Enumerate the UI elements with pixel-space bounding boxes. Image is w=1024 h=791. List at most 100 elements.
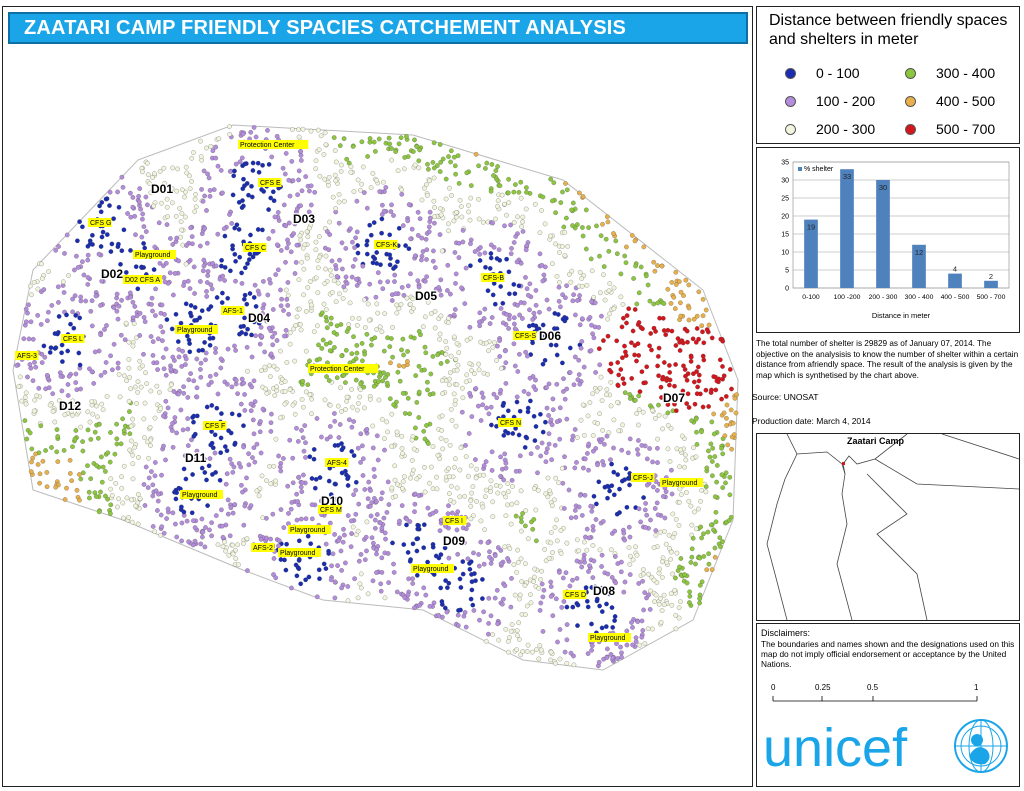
svg-text:CFS G: CFS G xyxy=(90,220,111,227)
legend-swatch xyxy=(905,95,916,107)
legend-swatch xyxy=(785,67,796,79)
district-label-d02: D02 xyxy=(101,267,123,281)
legend-title: Distance between friendly spaces and she… xyxy=(769,12,1008,48)
facility-label[interactable]: Protection Center xyxy=(238,140,309,149)
district-label-d01: D01 xyxy=(151,182,173,196)
y-tick-label: 15 xyxy=(781,232,789,239)
district-label-d07: D07 xyxy=(663,391,685,405)
legend-swatch xyxy=(905,123,916,135)
bar xyxy=(840,169,854,288)
facility-label[interactable]: CFS D xyxy=(563,590,587,599)
legend-item-300-400: 300 - 400 xyxy=(905,65,995,81)
facility-label[interactable]: D02 CFS A xyxy=(123,275,163,284)
data-label: 4 xyxy=(953,265,957,274)
facility-label[interactable]: CFS-K xyxy=(374,240,398,249)
facility-label[interactable]: Playground xyxy=(660,478,703,487)
svg-text:Playground: Playground xyxy=(413,566,449,573)
svg-text:AFS-3: AFS-3 xyxy=(17,353,37,360)
facility-label[interactable]: AFS-1 xyxy=(221,306,245,315)
bar-chart: 0 5 10 15 20 25 30 35 19 0-100 33 100 -200 30 200 - 3… xyxy=(781,160,1010,320)
svg-text:Playground: Playground xyxy=(662,480,698,487)
svg-text:CFS C: CFS C xyxy=(245,245,266,252)
svg-text:D02 CFS A: D02 CFS A xyxy=(125,277,160,284)
analysis-notes: The total number of shelter is 29829 as … xyxy=(756,339,1019,380)
facility-label[interactable]: Protection Center xyxy=(308,364,379,373)
y-tick-label: 25 xyxy=(781,196,789,203)
facility-label[interactable]: CFS G xyxy=(88,218,112,227)
disclaimer-text: The boundaries and names shown and the d… xyxy=(761,639,1015,669)
facility-label[interactable]: AFS-4 xyxy=(325,458,349,467)
svg-text:CFS F: CFS F xyxy=(205,423,225,430)
unicef-logo: unicef xyxy=(763,718,1008,778)
x-tick-label: 400 - 500 xyxy=(941,294,970,301)
district-label-d09: D09 xyxy=(443,534,465,548)
disclaimer-title: Disclaimers: xyxy=(761,628,811,638)
facility-label[interactable]: Playground xyxy=(288,525,331,534)
svg-text:Playground: Playground xyxy=(135,252,171,259)
scale-tick-label: 0 xyxy=(771,683,776,692)
svg-text:CFS D: CFS D xyxy=(565,592,586,599)
facility-label[interactable]: CFS-J xyxy=(631,473,655,482)
inset-map xyxy=(766,434,1019,620)
bar xyxy=(804,219,818,288)
x-tick-label: 0-100 xyxy=(802,294,820,301)
x-tick-label: 100 -200 xyxy=(834,294,861,301)
legend-item-500-700: 500 - 700 xyxy=(905,121,995,137)
facility-label[interactable]: Playground xyxy=(133,250,176,259)
legend-swatch xyxy=(785,95,796,107)
svg-text:CFS L: CFS L xyxy=(63,336,83,343)
x-tick-label: 200 - 300 xyxy=(869,294,898,301)
facility-label[interactable]: CFS F xyxy=(203,421,227,430)
facility-label[interactable]: Playground xyxy=(278,548,321,557)
facility-label[interactable]: CFS N xyxy=(498,418,522,427)
facility-label[interactable]: CFS L xyxy=(61,334,85,343)
facility-label[interactable]: CFS E xyxy=(258,178,282,187)
legend-panel: Distance between friendly spaces and she… xyxy=(756,6,1020,144)
legend-item-0-100: 0 - 100 xyxy=(785,65,860,81)
svg-text:Playground: Playground xyxy=(177,327,213,334)
legend-label: 500 - 700 xyxy=(936,121,996,137)
svg-text:CFS-K: CFS-K xyxy=(376,242,397,249)
legend-label: 200 - 300 xyxy=(816,121,876,137)
source-text: Source: UNOSAT xyxy=(752,392,819,402)
facility-label[interactable]: AFS-2 xyxy=(251,543,275,552)
facility-label[interactable]: CFS M xyxy=(318,505,342,514)
bar xyxy=(984,280,998,288)
facility-label[interactable]: AFS-3 xyxy=(15,351,39,360)
y-tick-label: 10 xyxy=(781,250,789,257)
svg-text:Playground: Playground xyxy=(590,635,626,642)
series-legend: % shelter xyxy=(804,166,834,173)
svg-text:AFS-2: AFS-2 xyxy=(253,545,273,552)
svg-text:Playground: Playground xyxy=(290,527,326,534)
svg-text:CFS-J: CFS-J xyxy=(633,475,653,482)
svg-text:CFS I: CFS I xyxy=(445,518,463,525)
disclaimer-panel: Disclaimers: The boundaries and names sh… xyxy=(756,623,1020,787)
unicef-emblem-icon xyxy=(954,719,1008,773)
y-tick-label: 30 xyxy=(781,178,789,185)
svg-text:Playground: Playground xyxy=(280,550,316,557)
scale-bar: 0 0.25 0.5 1 xyxy=(771,683,979,702)
facility-label[interactable]: Playground xyxy=(175,325,218,334)
y-tick-label: 5 xyxy=(785,268,789,275)
svg-text:CFS N: CFS N xyxy=(500,420,521,427)
svg-text:CFS-B: CFS-B xyxy=(483,275,504,282)
inset-label: Zaatari Camp xyxy=(847,436,905,446)
facility-label[interactable]: CFS C xyxy=(243,243,267,252)
legend-label: 100 - 200 xyxy=(816,93,876,109)
facility-label[interactable]: CFS I xyxy=(443,516,467,525)
y-tick-label: 0 xyxy=(785,286,789,293)
y-tick-label: 35 xyxy=(781,160,789,167)
facility-label[interactable]: Playground xyxy=(180,490,223,499)
legend-item-100-200: 100 - 200 xyxy=(785,93,875,109)
facility-labels: Protection Center CFS E CFS G Playground D02… xyxy=(15,140,703,642)
facility-label[interactable]: CFS-B xyxy=(481,273,505,282)
facility-label[interactable]: Playground xyxy=(411,564,454,573)
shelter-points xyxy=(14,124,739,669)
facility-label[interactable]: Playground xyxy=(588,633,631,642)
svg-text:Playground: Playground xyxy=(182,492,218,499)
svg-text:CFS M: CFS M xyxy=(320,507,342,514)
svg-text:Protection Center: Protection Center xyxy=(310,366,365,373)
facility-label[interactable]: CFS-S xyxy=(513,331,537,340)
